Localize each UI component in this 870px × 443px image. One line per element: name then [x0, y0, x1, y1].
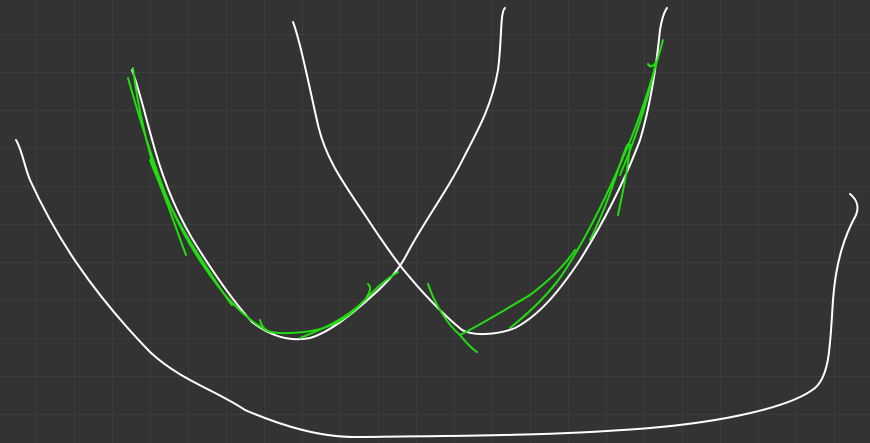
canvas-grid: [0, 0, 870, 443]
page: [0, 0, 870, 443]
drawing-canvas[interactable]: [0, 0, 870, 443]
